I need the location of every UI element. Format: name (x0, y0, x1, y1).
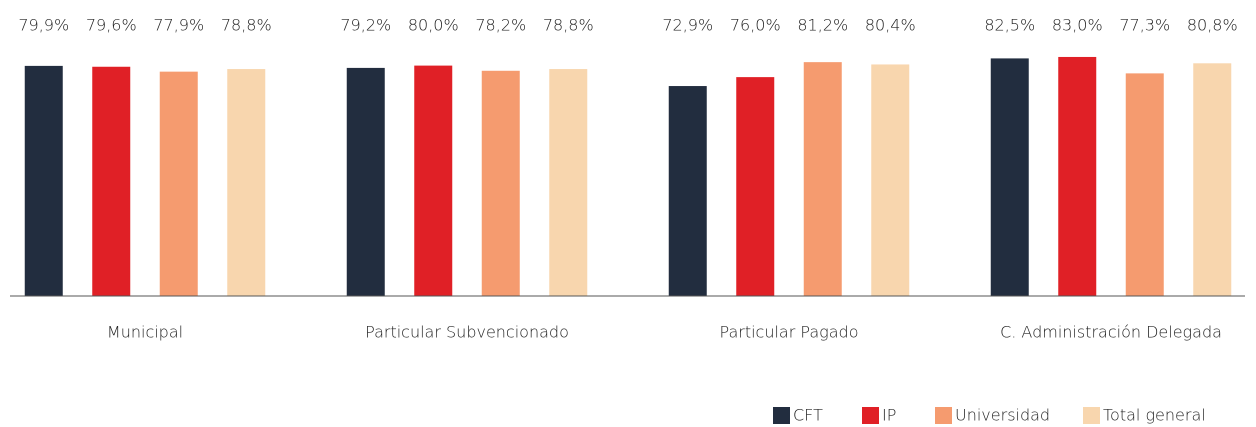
value-label: 81,2% (797, 16, 848, 35)
value-label: 83,0% (1052, 16, 1103, 35)
legend-label: CFT (793, 406, 823, 425)
value-label: 76,0% (730, 16, 781, 35)
value-label: 78,2% (475, 16, 526, 35)
value-label: 78,8% (221, 16, 272, 35)
bar (549, 69, 588, 296)
legend-label: Universidad (955, 406, 1050, 425)
value-label: 78,8% (543, 16, 594, 35)
bar (1193, 63, 1232, 296)
bar (24, 65, 63, 296)
bar (159, 71, 198, 296)
value-label: 77,9% (153, 16, 204, 35)
bar (668, 86, 707, 296)
value-label: 80,4% (865, 16, 916, 35)
x-tick-label: Municipal (107, 323, 183, 342)
legend-swatch (862, 407, 879, 424)
value-label: 80,0% (408, 16, 459, 35)
legend-label: Total general (1103, 406, 1206, 425)
bar (736, 77, 775, 297)
value-label: 79,6% (86, 16, 137, 35)
bar (346, 67, 385, 297)
legend-swatch (1083, 407, 1100, 424)
x-tick-label: Particular Pagado (720, 323, 859, 342)
legend-label: IP (882, 406, 896, 425)
bar (481, 70, 520, 296)
bar (227, 69, 266, 296)
value-label: 79,2% (340, 16, 391, 35)
x-tick-label: Particular Subvencionado (365, 323, 569, 342)
bar (1125, 73, 1164, 296)
legend-swatch (773, 407, 790, 424)
value-label: 72,9% (662, 16, 713, 35)
legend-swatch (935, 407, 952, 424)
bar (1058, 56, 1097, 297)
bar (414, 65, 453, 296)
value-label: 79,9% (18, 16, 69, 35)
value-label: 77,3% (1119, 16, 1170, 35)
value-label: 82,5% (984, 16, 1035, 35)
x-tick-label: C. Administración Delegada (1000, 323, 1222, 342)
value-label: 80,8% (1187, 16, 1238, 35)
bar (871, 64, 910, 296)
bar (990, 58, 1029, 297)
bar (92, 66, 131, 296)
bar (803, 62, 842, 297)
